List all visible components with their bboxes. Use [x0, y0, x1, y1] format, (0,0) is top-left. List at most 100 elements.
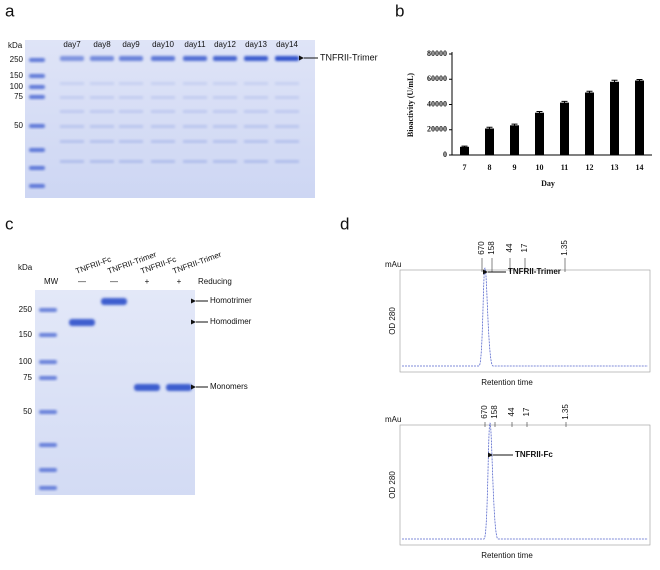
standard-label: 1.35	[560, 240, 569, 256]
band	[183, 56, 207, 61]
smear	[119, 96, 143, 99]
ladder-band	[39, 486, 57, 490]
marker-label: 50	[23, 407, 32, 416]
band	[166, 384, 192, 391]
marker-label: 100	[19, 357, 33, 366]
smear	[213, 110, 237, 113]
ladder-band	[39, 360, 57, 364]
bar-chart: 0 20000 40000 60000 80000 7 8 9 10 11 12 13 14	[427, 49, 644, 172]
error-bar	[611, 79, 618, 84]
y-axis-title: OD 280	[388, 471, 397, 499]
lane-label: TNFRII-Fc	[74, 255, 112, 276]
standard-label: 670	[480, 405, 489, 419]
smear	[183, 96, 207, 99]
x-tick-label: 14	[636, 163, 644, 172]
bar	[635, 80, 644, 155]
smear	[213, 125, 237, 128]
peak-label: TNFRII-Trimer	[508, 267, 561, 276]
panel-letter: d	[340, 214, 349, 233]
smear	[90, 125, 114, 128]
standard-label: 158	[490, 405, 499, 419]
unit-label: mAu	[385, 415, 401, 424]
ladder-band	[29, 85, 45, 89]
reducing-label: Reducing	[198, 277, 232, 286]
band	[69, 319, 95, 326]
reducing-mark: +	[145, 277, 150, 286]
smear	[275, 110, 299, 113]
lane-label: TNFRII-Trimer	[171, 250, 223, 276]
panel-letter: c	[5, 214, 14, 233]
smear	[151, 110, 175, 113]
smear	[151, 96, 175, 99]
band-label: Monomers	[210, 382, 248, 391]
bar	[585, 92, 594, 155]
unit-label: mAu	[385, 260, 401, 269]
lane-label: day14	[276, 40, 298, 49]
lane-label: day11	[184, 40, 206, 49]
x-tick-label: 11	[561, 163, 569, 172]
marker-label: 250	[10, 55, 24, 64]
standard-label: 44	[507, 407, 516, 416]
panel-letter: b	[395, 1, 404, 20]
lane-label: day10	[152, 40, 174, 49]
ladder-band	[39, 468, 57, 472]
band-label: Homotrimer	[210, 296, 252, 305]
band-label: Homodimer	[210, 317, 252, 326]
smear	[60, 96, 84, 99]
ladder-band	[29, 74, 45, 78]
y-tick-label: 20000	[427, 125, 447, 134]
panel-letter: a	[5, 1, 15, 20]
gel	[35, 290, 195, 495]
smear	[275, 140, 299, 143]
smear	[183, 125, 207, 128]
x-tick-label: 9	[513, 163, 517, 172]
trace	[402, 422, 648, 540]
x-tick-label: 8	[488, 163, 492, 172]
peak-label: TNFRII-Fc	[515, 450, 553, 459]
x-axis-title: Day	[541, 179, 555, 188]
smear	[119, 82, 143, 85]
ladder-label: MW	[44, 277, 59, 286]
ladder-band	[39, 410, 57, 414]
smear	[275, 82, 299, 85]
error-bar	[561, 100, 568, 104]
marker-label: 250	[19, 305, 33, 314]
marker-label: 75	[14, 92, 23, 101]
smear	[119, 125, 143, 128]
smear	[275, 125, 299, 128]
axis-label: kDa	[8, 41, 23, 50]
error-bar	[636, 79, 643, 82]
ladder-band	[29, 124, 45, 128]
smear	[183, 82, 207, 85]
marker-label: 50	[14, 121, 23, 130]
smear	[244, 82, 268, 85]
lane-label: day8	[93, 40, 111, 49]
ladder-band	[39, 443, 57, 447]
band	[90, 56, 114, 61]
smear	[244, 160, 268, 163]
marker-label: 75	[23, 373, 32, 382]
smear	[151, 125, 175, 128]
smear	[151, 160, 175, 163]
axis-label: kDa	[18, 263, 33, 272]
error-bar	[586, 90, 593, 94]
bar	[535, 112, 544, 155]
error-bar	[461, 145, 468, 148]
marker-label: 150	[10, 71, 24, 80]
smear	[119, 160, 143, 163]
y-tick-label: 40000	[427, 99, 447, 108]
band	[119, 56, 143, 61]
band	[134, 384, 160, 391]
reducing-mark: —	[78, 277, 86, 286]
marker-label: 150	[19, 330, 33, 339]
smear	[90, 140, 114, 143]
bar	[560, 102, 569, 155]
gel	[25, 40, 315, 198]
smear	[244, 96, 268, 99]
smear	[60, 82, 84, 85]
ladder-band	[39, 376, 57, 380]
smear	[275, 96, 299, 99]
